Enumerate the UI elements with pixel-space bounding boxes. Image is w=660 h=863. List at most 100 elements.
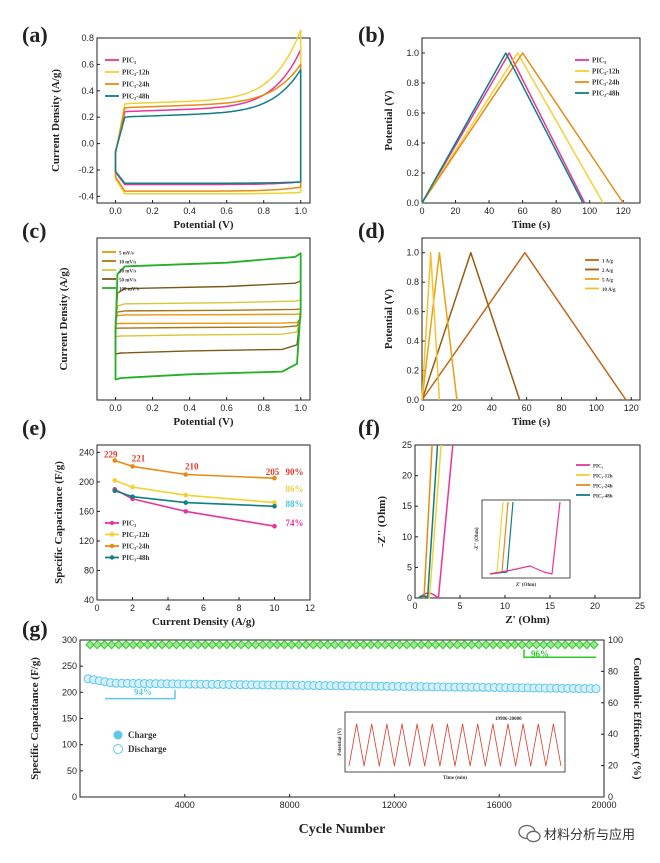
gcd-curve-PIC3-24h: [421, 52, 624, 204]
legend-label: PIC₃: [122, 57, 136, 65]
y-tick-label: 0.2: [406, 366, 419, 376]
x-tick-label: 12: [305, 603, 315, 613]
legend-label: PIC₃: [592, 57, 606, 65]
rate-line-PIC3-24h: [114, 459, 275, 479]
panel-label-d: (d): [358, 218, 385, 243]
y-tick-label: 0.2: [81, 112, 94, 122]
gcd-rate-curve-10 A/g: [421, 251, 441, 401]
efficiency-arrow: [523, 649, 596, 659]
x-tick-label: 0: [419, 403, 424, 413]
y2-tick-label: 40: [608, 729, 618, 739]
y-tick-label: 150: [62, 714, 77, 724]
y-axis-label: Potential (V): [383, 90, 395, 151]
y-tick-label: 0.8: [81, 33, 94, 43]
y-tick-label: 0.0: [406, 198, 419, 208]
legend-label: 20 mV/s: [119, 270, 136, 275]
data-label-221: 221: [132, 453, 146, 463]
legend-marker-discharge: [113, 744, 123, 754]
x-axis-label: Cycle Number: [299, 822, 386, 837]
cv-curve-PIC3-12h: [114, 29, 302, 195]
y-tick-label: 10: [402, 532, 412, 542]
cv-rate-curve-5 mV/s: [114, 313, 302, 325]
rate-point: [183, 492, 189, 498]
inset-x-label: Time (min): [443, 776, 467, 781]
data-label-205: 205: [266, 467, 280, 477]
panel-label-g: (g): [22, 616, 48, 641]
legend-label-discharge: Discharge: [128, 744, 167, 754]
inset-gcd-curve: [348, 723, 562, 767]
nyquist-curve-PIC3-12h: [418, 444, 442, 599]
retention-label: 94%: [134, 687, 152, 697]
y-tick-label: 100: [62, 740, 77, 750]
x-axis-label: Time (s): [512, 416, 551, 428]
legend-label: PIC₃-48h: [122, 93, 149, 101]
legend-label: PIC₃-48h: [122, 554, 149, 562]
inset-x-label: Z' (Ohm): [516, 583, 536, 588]
y-tick-label: 0.4: [406, 336, 419, 346]
panel-label-e: (e): [22, 415, 46, 440]
x-tick-label: 0.0: [109, 403, 122, 413]
rate-point: [183, 472, 189, 477]
panel-label-a: (a): [22, 22, 48, 47]
panel-label-b: (b): [358, 22, 385, 47]
inset-y-label: -Z'' (Ohm): [475, 527, 480, 551]
legend-label: PIC₃-48h: [593, 495, 613, 500]
nyquist-curve-PIC3-24h: [418, 444, 433, 599]
x-tick-label: 0.6: [220, 206, 233, 216]
y-tick-label: 0: [407, 593, 412, 603]
x-tick-label: 120: [616, 206, 631, 216]
legend-label: PIC₃-24h: [122, 543, 149, 551]
y-tick-label: -0.4: [78, 191, 94, 201]
legend-label: 50 mV/s: [119, 279, 136, 284]
legend-label-charge: Charge: [128, 730, 157, 740]
y-axis-label: -Z'' (Ohm): [376, 496, 388, 547]
rate-point: [112, 458, 118, 463]
efficiency-label: 96%: [531, 649, 549, 659]
rate-point: [272, 503, 277, 509]
panel-label-c: (c): [22, 218, 46, 243]
x-axis-label: Current Density (A/g): [152, 616, 255, 628]
x-tick-label: 0.2: [146, 403, 159, 413]
y2-tick-label: 0: [608, 792, 613, 802]
y-tick-label: 160: [79, 506, 94, 516]
x-axis-label: Z' (Ohm): [505, 614, 550, 626]
legend-label: PIC₃-12h: [122, 531, 149, 539]
y2-axis-label: Coulombic Efficiency (%): [631, 657, 643, 780]
retention-label-48h: 88%: [286, 499, 304, 509]
x-tick-label: 10: [269, 603, 279, 613]
wechat-icon: [518, 824, 541, 843]
y2-tick-label: 80: [608, 666, 618, 676]
rate-line-PIC3: [114, 488, 275, 527]
axes-frame: [414, 444, 641, 599]
axes-frame: [421, 37, 641, 204]
legend-label: PIC₃-12h: [122, 69, 149, 77]
cv-curve-PIC3-24h: [114, 63, 302, 192]
y-tick-label: 0.0: [406, 395, 419, 405]
legend-label: PIC₃-48h: [592, 90, 619, 98]
legend-label: PIC₃-12h: [593, 475, 613, 480]
y-tick-label: 240: [79, 447, 94, 457]
y-tick-label: 0.6: [406, 307, 419, 317]
y-tick-label: 200: [79, 477, 94, 487]
panel-label-f: (f): [358, 415, 380, 440]
watermark-text: 材料分析与应用: [544, 828, 636, 843]
legend-label: PIC₃-12h: [592, 68, 619, 76]
y-tick-label: 1.0: [406, 48, 419, 58]
x-tick-label: 12000: [382, 800, 407, 810]
x-tick-label: 2: [130, 603, 135, 613]
gcd-rate-curve-1 A/g: [421, 251, 627, 401]
x-tick-label: 20000: [591, 800, 616, 810]
cv-rate-curve-10 mV/s: [114, 308, 302, 329]
inset-curve-pic3: [489, 501, 561, 575]
x-axis-label: Potential (V): [173, 219, 234, 231]
rate-point: [130, 494, 135, 499]
rate-point: [183, 509, 189, 514]
data-label-210: 210: [185, 462, 199, 472]
gcd-curve-PIC3-48h: [421, 52, 584, 204]
x-tick-label: 8: [236, 603, 241, 613]
cv-rate-curve-100 mV/s: [114, 252, 302, 381]
legend-label: 2 A/g: [602, 269, 613, 274]
legend-marker: [109, 520, 115, 526]
y-tick-label: 250: [62, 661, 77, 671]
y-tick-label: 200: [62, 687, 77, 697]
